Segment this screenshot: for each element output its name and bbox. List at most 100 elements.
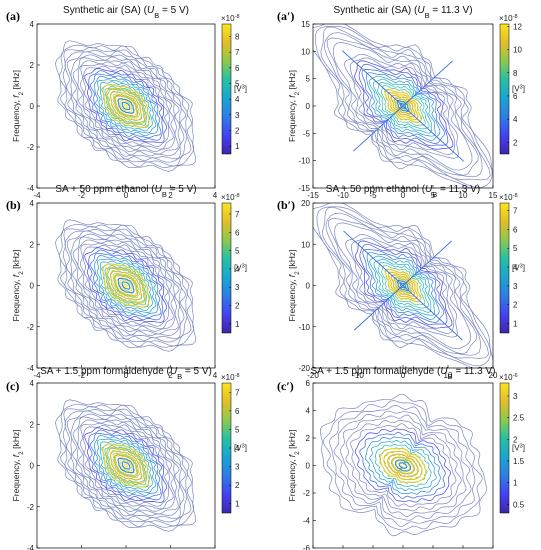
colorbar-tick-label: 8 <box>513 69 518 78</box>
ylabel-unit: [kHz] <box>287 70 297 92</box>
title-sub: B <box>177 372 182 381</box>
title-prefix: Synthetic air (SA) ( <box>63 5 148 16</box>
contour-line <box>320 26 491 181</box>
colorbar-tick-label: 0.5 <box>513 500 525 509</box>
contour-line <box>399 282 407 289</box>
contour-line <box>362 249 445 323</box>
colorbar-tick-label: 2 <box>235 302 240 311</box>
contour-line <box>325 212 481 356</box>
unit-text: [V <box>234 444 242 453</box>
contour-line <box>55 399 196 532</box>
contour-line <box>82 425 170 507</box>
colorbar <box>499 382 510 514</box>
colorbar-tick-label: 6 <box>513 92 518 101</box>
colorbar-tick-label: 6 <box>235 228 240 237</box>
title-suffix: = 11.3 V) <box>437 184 480 195</box>
unit-text: [V <box>512 85 520 94</box>
title-prefix: SA + 50 ppm ethanol ( <box>326 184 426 195</box>
contour-line <box>393 97 413 115</box>
ylabel-var: f <box>287 453 297 457</box>
ylabel-var: f <box>11 453 21 457</box>
unit-close: ] <box>523 85 525 94</box>
y-tick-label: 4 <box>30 20 35 29</box>
x-tick-label: 2 <box>168 191 173 200</box>
contour-line <box>398 462 408 469</box>
colorbar-unit: [V3] <box>234 264 247 273</box>
contour-line <box>390 274 416 297</box>
x-tick-label: 10 <box>444 371 453 380</box>
contour-line <box>387 453 419 478</box>
contour-line <box>119 279 133 292</box>
y-tick-label: -4 <box>303 517 311 526</box>
x-tick-label: -4 <box>33 371 41 380</box>
panel-2: (b)SA + 50 ppm ethanol (UB = 5 V)-4 -2 0 2 4… <box>6 184 247 395</box>
contour-line <box>112 273 140 298</box>
x-tick-label: 4 <box>213 191 218 200</box>
ylabel-var: f <box>11 94 21 98</box>
contour-line <box>350 237 455 334</box>
contour-line <box>90 432 162 498</box>
y-tick-label: -2 <box>27 503 35 512</box>
contour-line <box>390 94 416 118</box>
contour-line <box>345 234 458 338</box>
ylabel-var: f <box>287 94 297 98</box>
contour-group <box>55 40 196 172</box>
ylabel-var: f <box>11 273 21 277</box>
contour-line <box>90 252 162 318</box>
title-sub: B <box>425 11 430 20</box>
chart-title: Synthetic air (SA) (UB = 11.3 V) <box>333 5 472 20</box>
unit-power: 3 <box>520 85 523 91</box>
contour-line <box>66 51 185 160</box>
y-tick-label: 10 <box>301 240 310 249</box>
contour-line <box>365 72 441 141</box>
contour-line <box>94 75 158 137</box>
colorbar-tick-label: 2.5 <box>513 414 525 423</box>
contour-line <box>121 281 131 290</box>
y-tick-label: -6 <box>303 544 311 550</box>
colorbar <box>221 202 232 334</box>
y-tick-label: -2 <box>27 323 35 332</box>
colorbar <box>221 23 232 155</box>
contour-group <box>313 24 493 188</box>
contour-line <box>72 236 179 335</box>
contour-line <box>333 410 472 521</box>
contour-line <box>109 270 143 301</box>
y-tick-label: 0 <box>30 462 35 471</box>
contour-line <box>329 405 476 527</box>
y-tick-label: 2 <box>30 240 35 249</box>
contour-line <box>319 393 487 537</box>
contour-line <box>77 239 176 332</box>
y-tick-label: 0 <box>30 102 35 111</box>
colorbar-tick-label: 1 <box>513 479 518 488</box>
y-tick-label: 20 <box>301 199 310 208</box>
contour-line <box>340 414 467 517</box>
y-tick-label: 0 <box>306 282 311 291</box>
y-tick-label: 4 <box>30 379 35 388</box>
contour-line <box>326 37 479 176</box>
contour-line <box>77 60 176 153</box>
unit-close: ] <box>523 264 525 273</box>
title-var: U <box>417 5 425 16</box>
colorbar-tick-label: 1 <box>235 500 240 509</box>
contour-line <box>117 457 135 474</box>
colorbar-tick-label: 4 <box>513 115 518 124</box>
contour-line <box>113 274 139 297</box>
y-tick-label: -4 <box>27 364 35 373</box>
contour-line <box>80 63 174 150</box>
contour-line <box>117 98 135 114</box>
ylabel-unit: [kHz] <box>11 430 21 452</box>
ylabel-text: Frequency, <box>287 277 297 321</box>
exponent-base: ×10 <box>221 193 235 202</box>
title-sub: B <box>154 11 159 20</box>
ylabel-text: Frequency, <box>287 98 297 142</box>
contour-line <box>343 53 459 159</box>
contour-line <box>70 54 181 157</box>
colorbar-tick-label: 4 <box>513 263 518 272</box>
contour-line <box>96 438 157 493</box>
x-tick-label: 0 <box>124 371 129 380</box>
contour-line <box>82 65 170 147</box>
panel-4: (c)SA + 1.5 ppm formaldehyde (UB = 5 V)-… <box>6 366 247 550</box>
x-tick-label: -4 <box>33 191 41 200</box>
exponent-power: -8 <box>235 14 240 20</box>
